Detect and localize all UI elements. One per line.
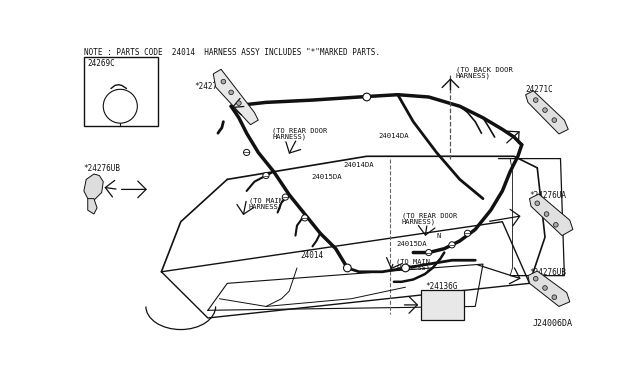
Circle shape [263, 173, 269, 179]
Circle shape [552, 295, 557, 299]
Text: 24015DA: 24015DA [311, 174, 342, 180]
Polygon shape [525, 91, 568, 134]
Polygon shape [213, 69, 259, 125]
Text: HARNESS): HARNESS) [272, 134, 306, 141]
Text: 24015DA: 24015DA [396, 241, 427, 247]
Circle shape [449, 242, 455, 248]
Text: J24006DA: J24006DA [532, 319, 572, 328]
Circle shape [402, 264, 410, 272]
Circle shape [282, 194, 289, 200]
Circle shape [554, 222, 558, 227]
Polygon shape [84, 174, 103, 202]
Text: N: N [436, 233, 441, 239]
Circle shape [543, 108, 547, 112]
Text: *24136G: *24136G [425, 282, 457, 291]
Text: (TO REAR DOOR: (TO REAR DOOR [402, 212, 457, 219]
Polygon shape [528, 271, 570, 307]
Circle shape [426, 250, 432, 256]
Circle shape [221, 79, 226, 84]
Circle shape [533, 98, 538, 102]
Circle shape [363, 93, 371, 101]
Bar [84, 57, 157, 126]
Circle shape [244, 150, 250, 155]
Text: HARNESS): HARNESS) [456, 73, 491, 79]
Text: (TO BACK DOOR: (TO BACK DOOR [456, 66, 513, 73]
Circle shape [533, 276, 538, 281]
Text: NOTE : PARTS CODE  24014  HARNESS ASSY INCLUDES "*"MARKED PARTS.: NOTE : PARTS CODE 24014 HARNESS ASSY INC… [84, 48, 380, 58]
Bar [421, 289, 463, 320]
Text: 24014DA: 24014DA [378, 133, 409, 139]
Text: *24276UA: *24276UA [529, 191, 566, 200]
Circle shape [535, 201, 540, 206]
Circle shape [552, 118, 557, 122]
Text: (TO MAIN: (TO MAIN [249, 197, 283, 203]
Text: 24271C: 24271C [525, 86, 554, 94]
Text: HARNESS): HARNESS) [249, 203, 283, 210]
Circle shape [543, 286, 547, 290]
Text: HARNESS): HARNESS) [396, 265, 430, 271]
Text: *24276UB: *24276UB [529, 268, 566, 277]
Circle shape [544, 212, 549, 217]
Text: *24276UB: *24276UB [83, 164, 120, 173]
Circle shape [103, 89, 138, 123]
Circle shape [237, 101, 241, 106]
Text: 24269C: 24269C [88, 59, 115, 68]
Text: 24014DA: 24014DA [344, 162, 374, 168]
Circle shape [301, 215, 308, 221]
Text: HARNESS): HARNESS) [402, 219, 436, 225]
Circle shape [344, 264, 351, 272]
Circle shape [229, 90, 234, 95]
Text: 24014: 24014 [301, 251, 324, 260]
Text: (TO MAIN: (TO MAIN [396, 259, 430, 265]
Polygon shape [529, 194, 573, 235]
Polygon shape [88, 199, 97, 214]
Text: (TO REAR DOOR: (TO REAR DOOR [272, 128, 328, 134]
Text: *24276U: *24276U [195, 81, 227, 91]
Circle shape [465, 230, 470, 236]
